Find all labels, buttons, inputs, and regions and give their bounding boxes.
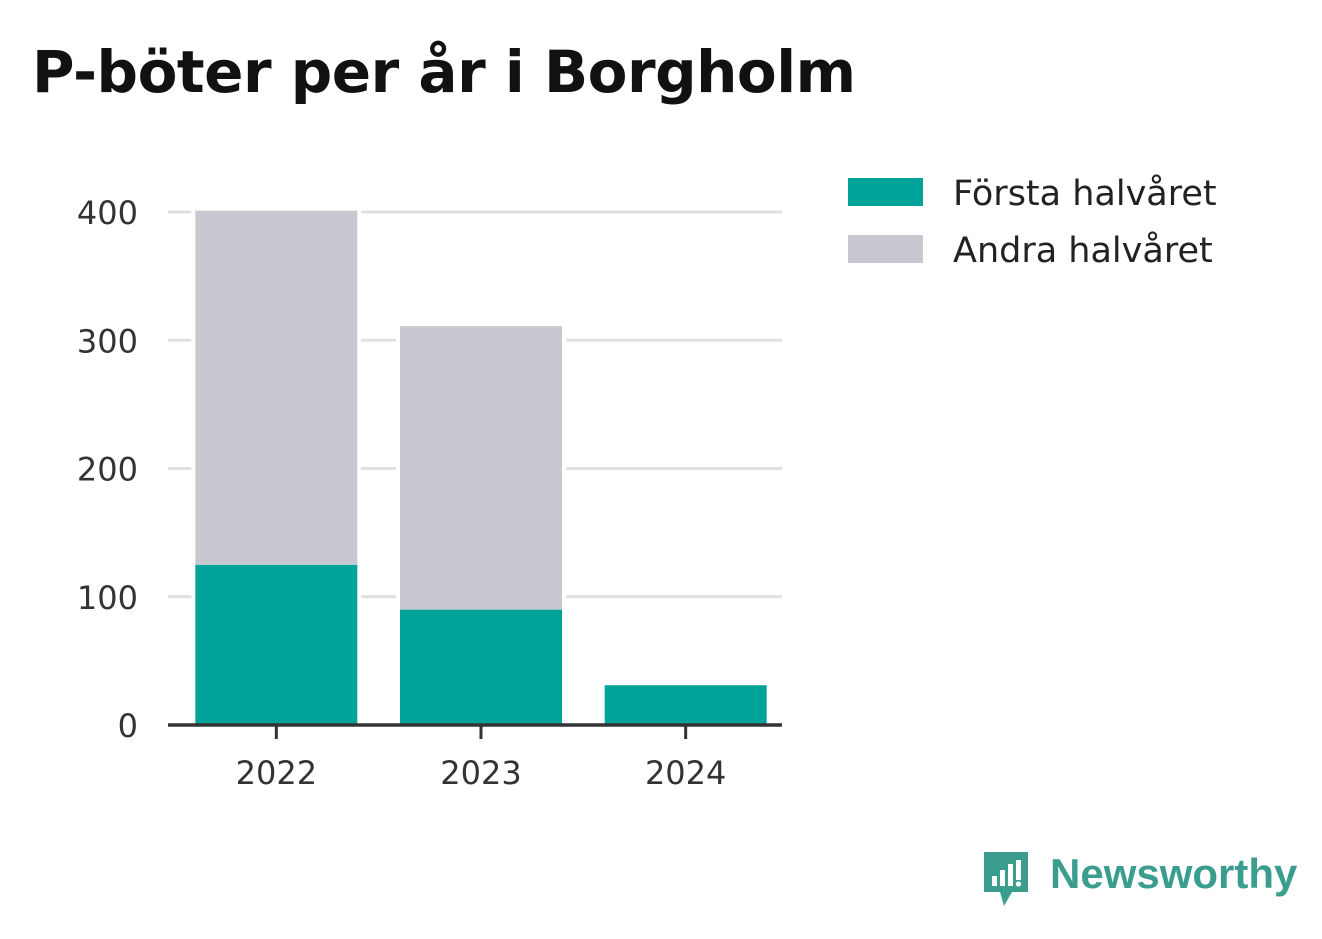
y-tick-label: 400 [77,194,138,232]
newsworthy-logo: Newsworthy [982,850,1297,910]
legend-swatch [848,235,923,263]
legend-swatch [848,178,923,206]
y-tick-label: 300 [77,322,138,360]
bar-2023-series-0 [400,609,562,725]
legend: Första halvåret Andra halvåret [848,173,1217,271]
legend-label: Andra halvåret [953,230,1213,271]
newsworthy-icon [984,852,1028,906]
x-tick-label: 2023 [440,754,521,792]
bars [191,210,771,725]
y-axis-ticks: 0 100 200 300 400 [77,194,138,745]
bar-2022-series-0 [195,564,358,725]
x-tick-label: 2022 [236,754,317,792]
x-axis-ticks: 2022 2023 2024 [236,725,726,792]
bar-2023-series-1 [400,326,562,610]
y-tick-label: 200 [77,451,138,489]
y-tick-label: 0 [118,707,138,745]
bar-2022-series-1 [195,210,358,565]
brand-name: Newsworthy [1050,850,1298,897]
chart-title: P-böter per år i Borgholm [32,38,856,106]
bar-2024-series-0 [604,685,767,725]
legend-label: Första halvåret [953,173,1217,214]
y-tick-label: 100 [77,579,138,617]
x-tick-label: 2024 [645,754,726,792]
